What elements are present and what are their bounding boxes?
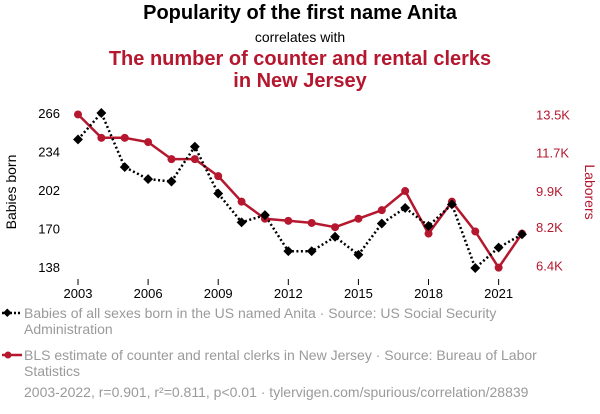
chart-subtitle: correlates with: [254, 29, 346, 45]
x-tick-label: 2009: [204, 286, 233, 301]
point-clerks: [377, 206, 386, 215]
x-tick-label: 2003: [64, 286, 93, 301]
point-anita: [96, 108, 107, 118]
point-clerks: [237, 197, 246, 206]
point-clerks: [144, 138, 153, 147]
point-anita: [259, 210, 270, 221]
point-anita: [73, 134, 83, 145]
right-tick-label: 9.9K: [536, 184, 563, 199]
point-anita: [493, 242, 504, 253]
chart-title: Popularity of the first name Anita: [143, 2, 457, 24]
point-anita: [189, 141, 200, 152]
legend-label-clerks: BLS estimate of counter and rental clerk…: [24, 347, 537, 379]
chart-second-title: The number of counter and rental clerks …: [108, 48, 492, 92]
series-line-anita: [77, 110, 523, 271]
point-anita: [306, 246, 317, 257]
point-anita: [446, 199, 457, 210]
right-tick-label: 13.5K: [536, 107, 570, 122]
x-tick-label: 2012: [274, 286, 303, 301]
legend-key-dotted-diamond: [2, 308, 22, 317]
point-clerks: [284, 216, 293, 225]
point-clerks: [167, 155, 176, 164]
point-clerks: [471, 227, 480, 236]
point-clerks: [190, 155, 199, 164]
right-tick-label: 11.7K: [536, 146, 569, 161]
point-anita: [143, 174, 154, 185]
point-anita: [166, 176, 177, 187]
point-anita: [400, 202, 411, 213]
point-clerks: [354, 214, 363, 223]
point-anita: [376, 218, 387, 229]
point-anita: [470, 263, 481, 273]
point-anita: [119, 162, 130, 173]
point-clerks: [74, 110, 82, 119]
point-clerks: [120, 133, 129, 142]
point-clerks: [494, 263, 503, 272]
right-tick-label: 6.4K: [536, 258, 563, 273]
x-tick-label: 2015: [344, 286, 373, 301]
left-tick-label: 202: [38, 183, 60, 198]
x-tick-label: 2018: [414, 286, 443, 301]
left-tick-label: 170: [38, 221, 60, 236]
right-tick-label: 8.2K: [536, 220, 563, 235]
series-line-clerks: [77, 113, 524, 269]
point-clerks: [424, 229, 433, 238]
x-tick-label: 2021: [484, 286, 513, 301]
left-axis-title: Babies born: [3, 155, 19, 230]
point-anita: [330, 231, 341, 242]
point-anita: [353, 249, 364, 260]
legend-label-anita: Babies of all sexes born in the US named…: [24, 305, 497, 337]
point-anita: [236, 217, 247, 228]
point-anita: [517, 229, 527, 240]
point-clerks: [97, 133, 106, 142]
x-tick-label: 2006: [134, 286, 163, 301]
right-axis-title: Laborers: [582, 164, 598, 219]
left-tick-label: 138: [38, 260, 60, 275]
legend-key-red-circle: [2, 351, 22, 359]
point-anita: [283, 246, 294, 257]
point-clerks: [331, 223, 340, 232]
point-clerks: [307, 218, 316, 227]
point-anita: [213, 188, 224, 199]
footer-stats: 2003-2022, r=0.901, r²=0.811, p<0.01 · t…: [24, 384, 529, 400]
point-clerks: [401, 187, 410, 196]
point-anita: [423, 220, 434, 231]
left-tick-label: 234: [38, 144, 60, 159]
point-clerks: [214, 172, 223, 181]
left-tick-label: 266: [38, 106, 60, 121]
